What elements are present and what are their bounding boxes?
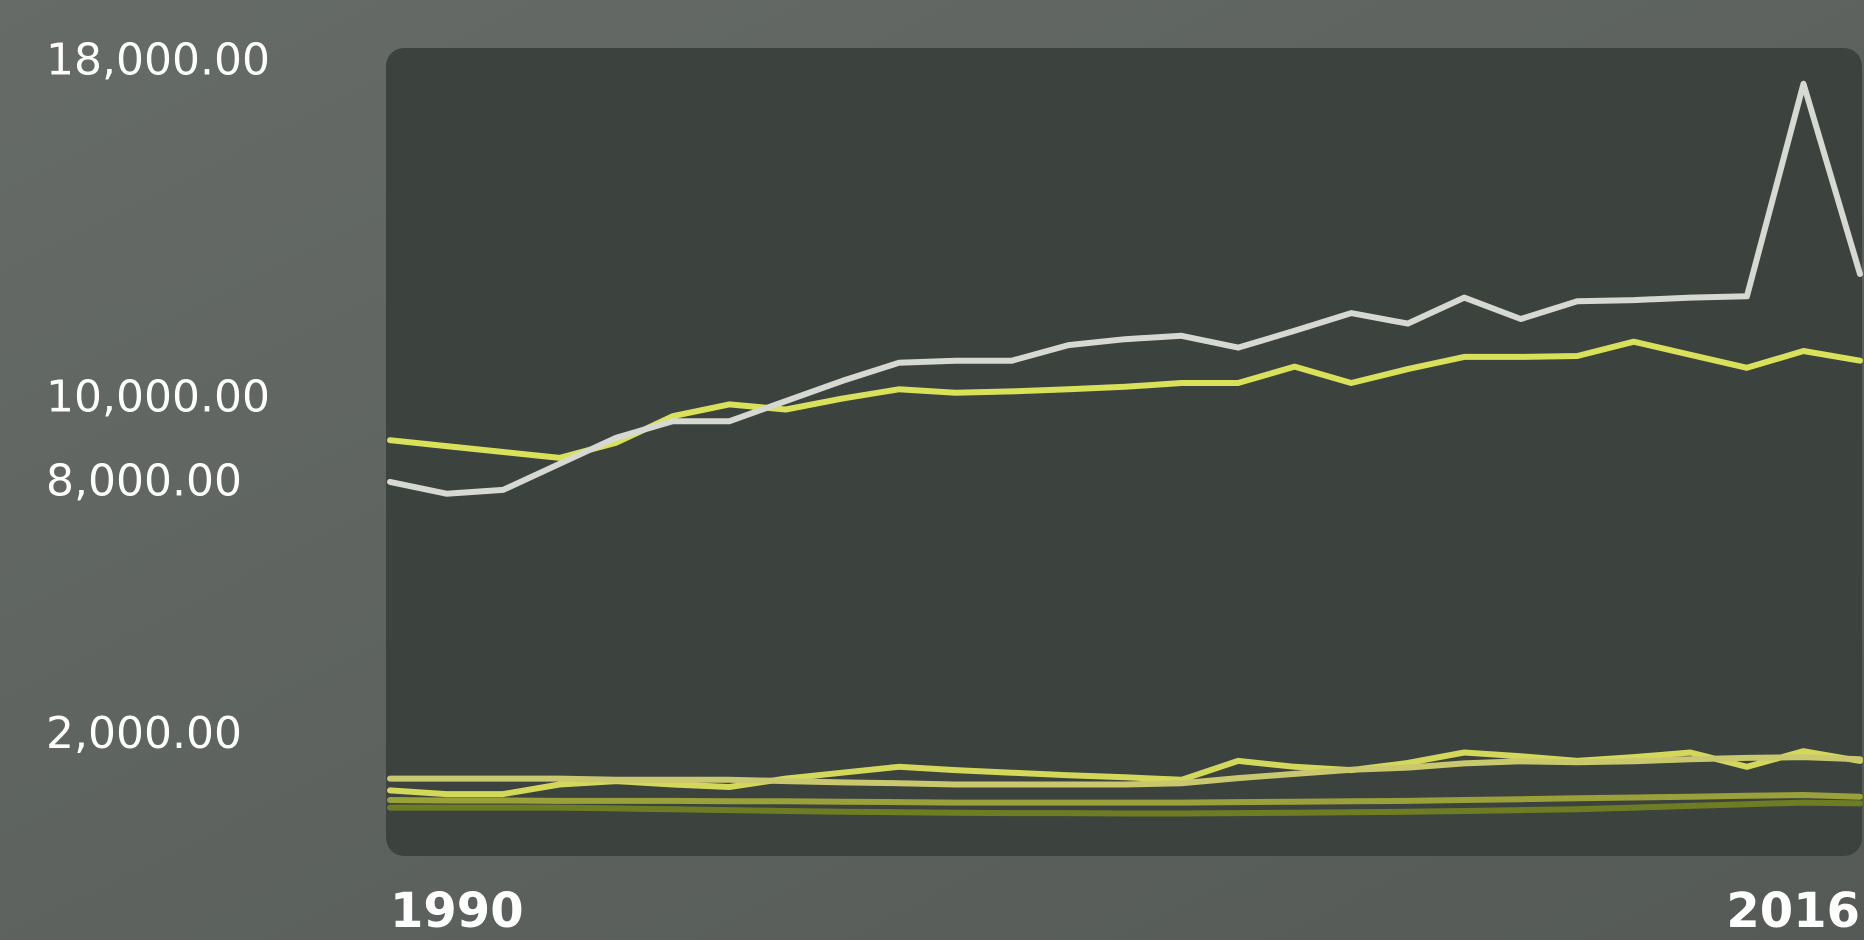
x-tick-label: 1990 (390, 883, 524, 939)
plot-area (386, 48, 1862, 856)
x-tick-label: 2016 (1726, 883, 1860, 939)
y-tick-label: 8,000.00 (46, 456, 242, 507)
y-tick-label: 18,000.00 (46, 35, 270, 86)
y-tick-label: 10,000.00 (46, 371, 270, 422)
series-line (387, 80, 1863, 497)
y-tick-label: 2,000.00 (46, 708, 242, 759)
series-line (387, 754, 1863, 788)
series-line (387, 792, 1863, 806)
series-line (387, 799, 1863, 817)
